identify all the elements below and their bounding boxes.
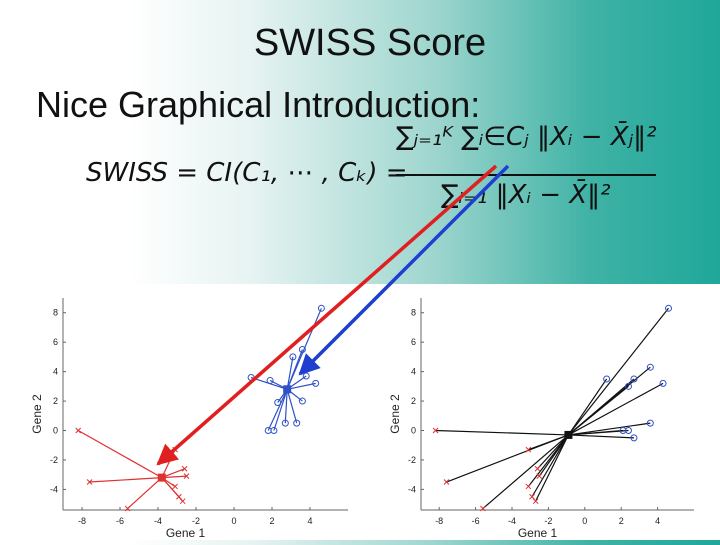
left-plot-panel: -8 -6 -4 -2 0 2 4 8 6 4 2 0 -2 -4 Gene 1 Gene 2 xyxy=(22,284,384,540)
left-scatter-plot: -8 -6 -4 -2 0 2 4 8 6 4 2 0 -2 -4 Gene 1 Gene 2 xyxy=(30,298,348,540)
data-point-circle xyxy=(624,382,632,390)
data-point-cross xyxy=(176,493,182,500)
data-point-cross xyxy=(529,493,535,500)
x-axis-label: Gene 1 xyxy=(166,526,206,540)
x-tick-label: -4 xyxy=(508,516,516,526)
data-point-cross xyxy=(525,483,532,490)
formula-denominator: ∑ᵢ₌₁ ‖Xᵢ − X̄‖² xyxy=(441,180,611,210)
x-tick-label: 0 xyxy=(231,516,236,526)
distance-segment xyxy=(273,389,288,431)
x-axis-label: Gene 1 xyxy=(518,526,558,540)
y-tick-label: 2 xyxy=(411,396,416,406)
distance-segment xyxy=(527,434,569,487)
x-tick-label: -4 xyxy=(154,516,162,526)
cluster-center xyxy=(157,473,166,482)
data-point-cross xyxy=(172,483,178,490)
swiss-formula: SWISS = CI(C₁, ⋯ , Cₖ) = ∑ⱼ₌₁ᴷ ∑ᵢ∈Cⱼ ‖Xᵢ… xyxy=(86,120,706,220)
fraction-bar xyxy=(396,174,656,176)
data-point-circle xyxy=(619,427,627,434)
distance-segment xyxy=(127,477,163,509)
data-point-circle xyxy=(624,427,632,434)
cluster-center xyxy=(283,385,292,394)
data-point-cross xyxy=(86,479,93,485)
y-tick-label: 0 xyxy=(53,426,58,436)
data-point-circle xyxy=(317,304,325,312)
y-tick-label: 0 xyxy=(411,426,416,436)
data-point-cross xyxy=(124,505,131,512)
x-tick-label: 2 xyxy=(269,516,274,526)
y-tick-label: -4 xyxy=(50,484,58,494)
x-tick-label: 0 xyxy=(582,516,587,526)
data-point-circle xyxy=(646,363,654,371)
distance-segment xyxy=(567,378,608,436)
distance-segment xyxy=(568,429,629,436)
x-tick-label: -8 xyxy=(435,516,443,526)
data-point-cross xyxy=(443,479,450,485)
x-tick-label: -6 xyxy=(472,516,480,526)
y-tick-label: 4 xyxy=(411,367,416,377)
distance-segment xyxy=(568,382,664,436)
distance-segment xyxy=(161,475,187,479)
data-point-cross xyxy=(181,465,188,472)
distance-segment xyxy=(89,477,162,483)
data-point-circle xyxy=(630,434,638,442)
y-tick-label: 8 xyxy=(411,308,416,318)
distance-segment xyxy=(286,389,298,424)
data-point-circle xyxy=(302,372,310,380)
data-point-circle xyxy=(603,375,611,383)
y-tick-label: 8 xyxy=(53,308,58,318)
distance-segment xyxy=(568,385,629,436)
data-point-circle xyxy=(646,419,654,427)
x-tick-label: -6 xyxy=(116,516,124,526)
distance-segment xyxy=(77,429,163,479)
slide-title: SWISS Score xyxy=(253,22,487,64)
data-point-circle xyxy=(630,375,638,383)
data-point-cross xyxy=(536,473,543,479)
x-tick-label: -2 xyxy=(544,516,552,526)
data-point-circle xyxy=(659,379,667,387)
x-tick-label: -2 xyxy=(192,516,200,526)
y-tick-label: 6 xyxy=(53,337,58,347)
y-tick-label: -2 xyxy=(50,455,58,465)
distance-segment xyxy=(267,389,288,431)
distance-segment xyxy=(535,434,569,502)
data-point-circle xyxy=(665,304,673,312)
distance-segment xyxy=(286,356,294,390)
data-point-cross xyxy=(172,446,178,453)
y-tick-label: 6 xyxy=(411,337,416,347)
data-point-cross xyxy=(75,427,82,434)
slide-subtitle: Nice Graphical Introduction: xyxy=(36,84,481,125)
y-tick-label: 4 xyxy=(53,367,58,377)
distance-segment xyxy=(568,422,651,436)
data-point-cross xyxy=(534,465,541,472)
x-tick-label: 4 xyxy=(307,516,312,526)
right-plot-panel: -8 -6 -4 -2 0 2 4 8 6 4 2 0 -2 -4 Gene 1 Gene 2 xyxy=(384,284,720,540)
distance-segment xyxy=(567,307,669,436)
distance-segment xyxy=(446,434,569,483)
data-point-cross xyxy=(480,505,486,512)
distance-segment xyxy=(482,434,569,509)
cluster-center xyxy=(564,430,573,439)
x-tick-label: 2 xyxy=(619,516,624,526)
data-point-cross xyxy=(183,473,190,479)
data-point-cross xyxy=(525,446,532,453)
x-tick-label: 4 xyxy=(655,516,660,526)
formula-numerator: ∑ⱼ₌₁ᴷ ∑ᵢ∈Cⱼ ‖Xᵢ − X̄ⱼ‖² xyxy=(396,122,657,152)
x-tick-label: -8 xyxy=(78,516,86,526)
distance-segment xyxy=(537,434,569,470)
distance-segment xyxy=(531,434,569,498)
formula-lhs: SWISS = CI(C₁, ⋯ , Cₖ) = xyxy=(86,158,408,188)
y-tick-label: -2 xyxy=(408,455,416,465)
y-axis-label: Gene 2 xyxy=(30,394,44,434)
y-axis-label: Gene 2 xyxy=(388,394,402,434)
distance-segment xyxy=(568,434,634,439)
y-tick-label: -4 xyxy=(408,484,416,494)
distance-segment xyxy=(435,429,569,436)
y-tick-label: 2 xyxy=(53,396,58,406)
data-point-cross xyxy=(532,498,539,505)
